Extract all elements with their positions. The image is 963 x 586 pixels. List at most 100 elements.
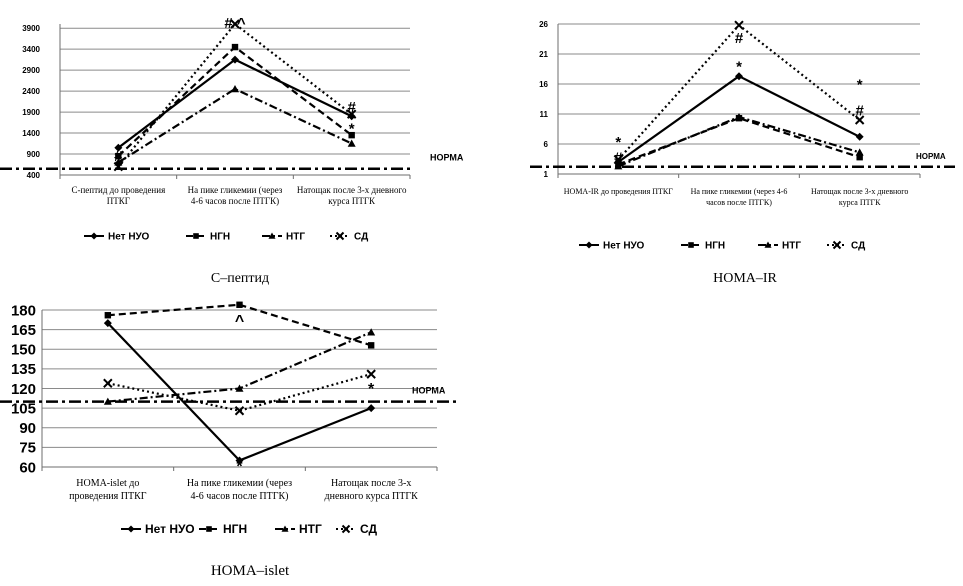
x-category-label: На пике гликемии (через 4-6 часов после П… (691, 187, 788, 207)
data-point-s3-1 (734, 20, 744, 30)
y-tick-label: 3900 (22, 24, 40, 33)
annotation-mark: # (614, 149, 623, 166)
legend-marker-3 (341, 524, 351, 534)
chart-homa-islet: 60 75 90 105 120 135 150 165 180 НОРМА ^ * * HOMA-isl… (0, 295, 480, 586)
data-point-s3-2 (366, 369, 376, 379)
chart-title: С–пептид (211, 271, 269, 286)
legend-marker-0 (90, 232, 98, 240)
y-tick-label: 75 (19, 440, 36, 457)
legend-label-1: НГН (223, 522, 247, 536)
y-tick-label: 26 (539, 20, 548, 29)
legend-marker-1 (193, 233, 199, 239)
y-tick-label: 120 (11, 381, 36, 398)
data-point-s0-0 (103, 319, 112, 328)
y-tick-label: 1900 (22, 108, 40, 117)
annotation-mark: * (115, 157, 121, 174)
data-point-s2-1 (735, 113, 743, 121)
legend-label-3: СД (851, 241, 865, 252)
legend-marker-2 (764, 241, 772, 248)
legend-marker-3 (335, 231, 345, 241)
data-point-s0-2 (855, 132, 864, 141)
data-point-s2-0 (103, 397, 112, 405)
annotation-mark: * (368, 381, 375, 398)
data-point-s3-0 (103, 378, 113, 388)
legend-label-0: Нет НУО (603, 241, 645, 252)
x-category-label: Натощак после 3-х дневного курса ПТГК (811, 187, 908, 207)
y-tick-label: 2900 (22, 66, 40, 75)
legend-label-1: НГН (210, 232, 230, 243)
annotation-mark: # (114, 148, 123, 165)
data-point-s1-2 (367, 342, 375, 349)
y-tick-label: 180 (11, 302, 36, 319)
x-category-label: HOMA-IR до проведения ПТКГ (564, 187, 674, 196)
x-category-label: На пике гликемии (через 4-6 часов после П… (188, 185, 283, 206)
data-point-s3-0 (113, 161, 124, 172)
legend-label-2: НТГ (782, 241, 801, 252)
data-point-s3-0 (613, 154, 624, 165)
chart-homa-ir: 1 6 11 16 21 26 НОРМА * # * # * # HOMA-IR до проведен… (530, 0, 963, 295)
y-tick-label: 90 (19, 420, 36, 437)
series-line-2 (617, 115, 860, 168)
data-point-s3-1 (234, 406, 245, 416)
x-category-label: Натощак после 3-х дневного курса ПТГК (325, 478, 419, 502)
y-tick-label: 3400 (22, 45, 40, 54)
y-tick-label: 21 (539, 50, 548, 59)
y-tick-label: 150 (11, 342, 36, 359)
legend-label-0: Нет НУО (108, 232, 150, 243)
data-point-s2-2 (855, 148, 864, 156)
data-point-s2-1 (231, 85, 239, 93)
legend-label-3: СД (354, 232, 368, 243)
y-tick-label: 2400 (22, 87, 40, 96)
data-point-s2-1 (235, 384, 244, 392)
chart-title: HOMA–IR (713, 271, 777, 286)
data-point-s0-1 (231, 55, 239, 64)
annotation-mark: * (615, 134, 621, 151)
annotation-mark: # (735, 30, 744, 47)
y-tick-label: 105 (11, 400, 36, 417)
series-line-3 (117, 22, 353, 168)
annotation-mark: ^ (235, 313, 244, 330)
legend-label-3: СД (360, 522, 378, 536)
data-point-s1-2 (348, 131, 355, 139)
data-point-s0-2 (367, 404, 376, 413)
data-point-s1-1 (231, 43, 239, 51)
data-point-s1-2 (856, 154, 863, 161)
annotation-mark: * (857, 76, 863, 93)
data-point-s0-1 (735, 72, 743, 81)
y-tick-label: 900 (27, 150, 41, 159)
data-point-s2-2 (367, 328, 376, 336)
legend-label-1: НГН (705, 241, 725, 252)
chart-svg: 60 75 90 105 120 135 150 165 180 НОРМА ^ * * HOMA-isl… (0, 301, 460, 579)
legend-marker-3 (832, 240, 842, 250)
y-tick-label: 135 (11, 361, 36, 378)
data-point-s0-0 (114, 143, 123, 152)
legend-marker-1 (206, 526, 212, 532)
legend-marker-2 (268, 232, 276, 239)
x-category-label: HOMA-islet до проведения ПТКГ (69, 478, 147, 502)
legend-label-0: Нет НУО (145, 522, 195, 536)
y-tick-label: 16 (539, 80, 548, 89)
legend-marker-0 (127, 525, 135, 533)
y-tick-label: 1400 (22, 129, 40, 138)
x-category-label: С-пептид до проведения ПТКГ (71, 185, 165, 206)
y-tick-label: 11 (540, 110, 549, 119)
y-tick-label: 165 (11, 322, 36, 339)
y-tick-label: 1 (544, 170, 549, 179)
data-point-s2-0 (614, 162, 623, 170)
data-point-s3-2 (854, 115, 865, 125)
data-point-s0-2 (347, 112, 356, 121)
data-point-s3-1 (230, 19, 240, 29)
chart-title: HOMA–islet (211, 563, 290, 579)
y-tick-label: 400 (27, 171, 41, 180)
legend-label-2: НТГ (286, 232, 305, 243)
reference-label: НОРМА (412, 386, 446, 396)
x-category-label: На пике гликемии (через 4-6 часов после П… (187, 478, 292, 502)
annotation-mark: * (349, 120, 355, 137)
legend-label-2: НТГ (299, 522, 322, 536)
data-point-s2-2 (347, 139, 356, 147)
series-line-0 (117, 58, 353, 149)
data-point-s0-1 (235, 456, 244, 465)
reference-label: НОРМА (916, 152, 946, 161)
